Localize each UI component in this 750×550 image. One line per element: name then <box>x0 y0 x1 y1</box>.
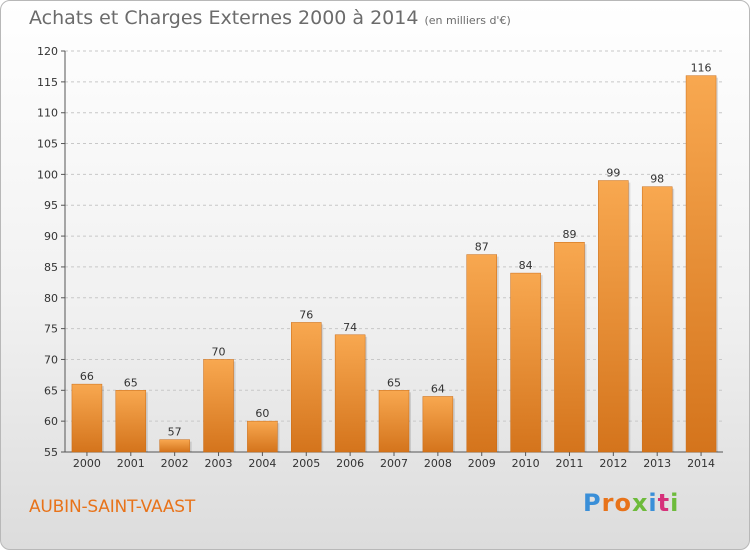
bar <box>685 75 717 453</box>
commune-name: AUBIN-SAINT-VAAST <box>29 497 196 517</box>
bar <box>71 383 103 453</box>
bar <box>378 390 410 453</box>
data-label: 89 <box>562 228 576 241</box>
y-tick-label: 90 <box>44 230 58 243</box>
y-tick-label: 120 <box>37 45 58 58</box>
chart-title: Achats et Charges Externes 2000 à 2014 (e… <box>29 7 511 29</box>
data-label: 64 <box>431 382 445 395</box>
chart-unit: (en milliers d'€) <box>424 14 511 27</box>
data-label: 87 <box>475 241 489 254</box>
logo-letter: r <box>601 489 615 517</box>
logo-letter: o <box>614 489 632 517</box>
bar <box>291 322 322 453</box>
proxiti-logo[interactable]: Proxiti <box>583 489 679 517</box>
y-tick-label: 110 <box>37 107 58 120</box>
logo-letter: t <box>657 489 671 517</box>
x-tick-label: 2001 <box>117 457 145 470</box>
data-label: 76 <box>299 308 313 321</box>
y-tick-label: 85 <box>44 261 58 274</box>
logo-letter: P <box>583 489 602 517</box>
bar <box>334 334 366 453</box>
y-tick-label: 65 <box>44 384 58 397</box>
logo-letter: i <box>670 489 680 517</box>
data-label: 65 <box>124 376 138 389</box>
x-tick-label: 2008 <box>424 457 452 470</box>
y-tick-label: 95 <box>44 199 58 212</box>
data-label: 98 <box>650 173 664 186</box>
y-tick-label: 70 <box>44 353 58 366</box>
y-tick-label: 80 <box>44 292 58 305</box>
data-label: 65 <box>387 376 401 389</box>
y-tick-label: 60 <box>44 415 58 428</box>
logo-letter: x <box>631 489 649 517</box>
x-tick-label: 2014 <box>687 457 715 470</box>
data-label: 99 <box>606 167 620 180</box>
bar <box>203 359 234 453</box>
labels: 55 60 65 70 75 80 85 90 95 100 105 110 115 120 2000 66 2… <box>37 45 715 470</box>
y-tick-label: 105 <box>37 138 58 151</box>
x-tick-label: 2013 <box>643 457 671 470</box>
data-label: 116 <box>691 62 712 75</box>
x-tick-label: 2007 <box>380 457 408 470</box>
bar <box>598 180 629 453</box>
bar <box>510 272 541 453</box>
x-tick-label: 2010 <box>512 457 540 470</box>
data-label: 57 <box>168 426 182 439</box>
logo-letter: i <box>648 489 658 517</box>
bar <box>422 396 454 453</box>
bar <box>554 241 585 453</box>
data-label: 74 <box>343 321 357 334</box>
y-tick-label: 55 <box>44 446 58 459</box>
x-tick-label: 2004 <box>248 457 276 470</box>
data-label: 60 <box>255 407 269 420</box>
x-tick-label: 2002 <box>161 457 189 470</box>
data-label: 66 <box>80 370 94 383</box>
x-tick-label: 2011 <box>555 457 583 470</box>
x-tick-label: 2005 <box>292 457 320 470</box>
x-tick-label: 2006 <box>336 457 364 470</box>
data-label: 84 <box>519 259 533 272</box>
chart-title-text: Achats et Charges Externes 2000 à 2014 <box>29 7 419 29</box>
bar <box>466 254 497 453</box>
x-tick-label: 2012 <box>599 457 627 470</box>
y-tick-label: 115 <box>37 76 58 89</box>
x-tick-label: 2000 <box>73 457 101 470</box>
x-tick-label: 2003 <box>205 457 233 470</box>
bar <box>115 390 147 453</box>
bar <box>247 420 278 453</box>
bar <box>641 186 673 453</box>
data-label: 70 <box>212 345 226 358</box>
bar <box>159 439 190 453</box>
y-tick-label: 100 <box>37 168 58 181</box>
y-tick-label: 75 <box>44 323 58 336</box>
x-tick-label: 2009 <box>468 457 496 470</box>
bars <box>71 75 719 453</box>
